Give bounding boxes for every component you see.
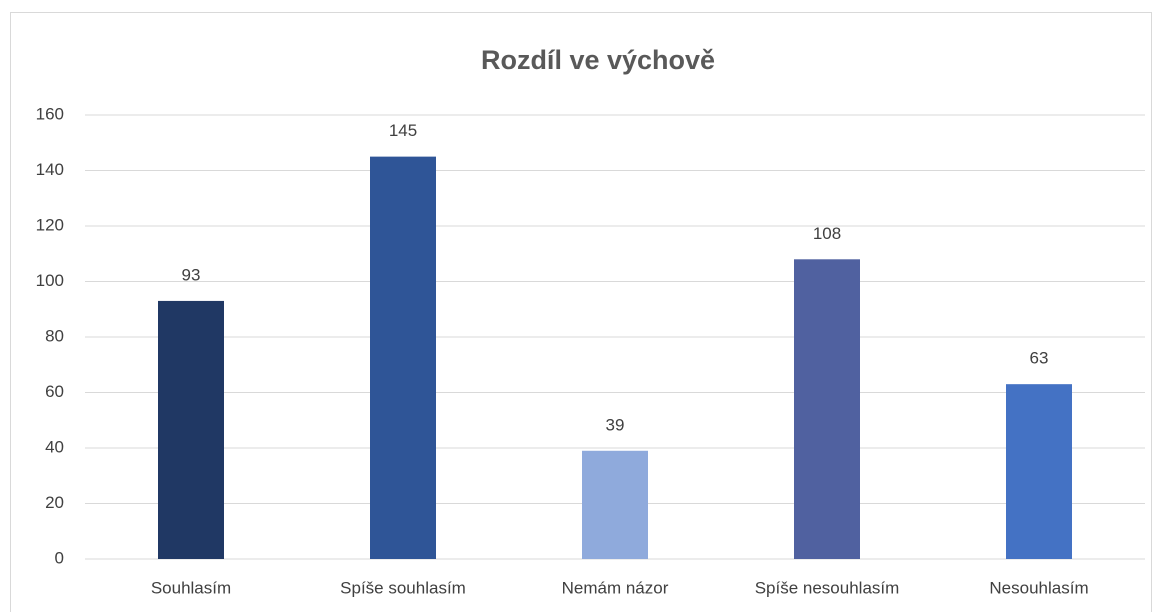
data-label: 145 — [389, 121, 417, 140]
y-tick-label: 60 — [45, 382, 64, 401]
data-label: 108 — [813, 224, 841, 243]
x-tick-label: Nemám názor — [562, 578, 669, 597]
y-tick-label: 80 — [45, 326, 64, 345]
bar — [794, 259, 860, 559]
data-label: 63 — [1030, 349, 1049, 368]
x-tick-label: Spíše souhlasím — [340, 578, 466, 597]
bar — [582, 450, 648, 559]
y-tick-label: 160 — [36, 104, 64, 123]
chart-title: Rozdíl ve výchově — [481, 45, 715, 75]
y-tick-label: 140 — [36, 160, 64, 179]
x-tick-label: Souhlasím — [151, 578, 231, 597]
x-tick-label: Nesouhlasím — [989, 578, 1088, 597]
bar — [158, 300, 224, 559]
x-tick-label: Spíše nesouhlasím — [755, 578, 900, 597]
data-label: 93 — [182, 265, 201, 284]
y-tick-label: 20 — [45, 493, 64, 512]
bar — [1006, 384, 1072, 559]
y-tick-label: 40 — [45, 437, 64, 456]
y-tick-label: 120 — [36, 215, 64, 234]
y-tick-label: 0 — [55, 548, 64, 567]
bar — [370, 156, 436, 559]
data-label: 39 — [606, 415, 625, 434]
y-tick-label: 100 — [36, 271, 64, 290]
